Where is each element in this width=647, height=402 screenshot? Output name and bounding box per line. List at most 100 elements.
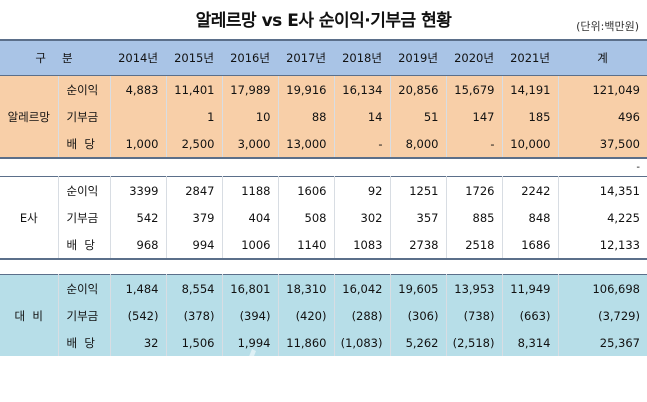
cell: (420) (278, 302, 335, 329)
cell: 1188 (222, 176, 279, 204)
cell: 10 (222, 103, 279, 130)
cell: 11,949 (502, 274, 559, 302)
table-row: 대 비 순이익 1,484 8,554 16,801 18,310 16,042… (0, 274, 647, 356)
cell: 2847 (166, 176, 223, 204)
row-label: 순이익 (58, 274, 111, 302)
cell: 542 (110, 204, 167, 231)
total-cell: 37,500 (558, 130, 647, 159)
cell: 185 (502, 103, 559, 130)
cell: 8,554 (166, 274, 223, 302)
cell: 14 (334, 103, 391, 130)
cell: 13,953 (446, 274, 503, 302)
cell: 17,989 (222, 75, 279, 103)
total-cell: 25,367 (558, 329, 647, 356)
cell: 1,000 (110, 130, 167, 159)
cell: (394) (222, 302, 279, 329)
cell: 994 (166, 231, 223, 260)
row-label: 배 당 (58, 329, 111, 356)
table-row: 배 당 32 1,506 1,994 11,860 (1,083) 5,262 … (0, 329, 647, 356)
cell: 848 (502, 204, 559, 231)
cell: 51 (390, 103, 447, 130)
cell: 16,134 (334, 75, 391, 103)
cell: 15,679 (446, 75, 503, 103)
total-cell: 496 (558, 103, 647, 130)
cell: 379 (166, 204, 223, 231)
table-row: 배 당 1,000 2,500 3,000 13,000 - 8,000 - 1… (0, 130, 647, 159)
cell: 11,401 (166, 75, 223, 103)
row-label: 배 당 (58, 231, 111, 260)
row-label: 순이익 (58, 75, 111, 103)
cell: 20,856 (390, 75, 447, 103)
cell: 357 (390, 204, 447, 231)
header-year: 2015년 (166, 39, 222, 76)
spacer-mark: - (558, 158, 647, 177)
cell: 32 (110, 329, 167, 356)
watermark-logo-icon (240, 349, 262, 379)
cell: 8,314 (502, 329, 559, 356)
cell: 8,000 (390, 130, 447, 159)
row-label: 기부금 (58, 204, 111, 231)
comparison-table: 구 분 2014년 2015년 2016년 2017년 2018년 2019년 … (0, 39, 647, 356)
unit-label: (단위:백만원) (576, 20, 639, 33)
cell: 885 (446, 204, 503, 231)
cell: 1083 (334, 231, 391, 260)
cell: 3399 (110, 176, 167, 204)
header-year: 2020년 (446, 39, 502, 76)
total-cell: 4,225 (558, 204, 647, 231)
cell: 1,484 (110, 274, 167, 302)
cell: 14,191 (502, 75, 559, 103)
cell: 1686 (502, 231, 559, 260)
cell: 10,000 (502, 130, 559, 159)
total-cell: 121,049 (558, 75, 647, 103)
cell: 13,000 (278, 130, 335, 159)
spacer-row (0, 259, 647, 275)
cell: 1140 (278, 231, 335, 260)
table-row: 기부금 1 10 88 14 51 147 185 496 (0, 103, 647, 130)
cell: (738) (446, 302, 503, 329)
total-cell: 14,351 (558, 176, 647, 204)
group-label-comparison: 대 비 (0, 274, 59, 356)
cell: 19,605 (390, 274, 447, 302)
cell: 404 (222, 204, 279, 231)
cell: 4,883 (110, 75, 167, 103)
cell: (288) (334, 302, 391, 329)
cell: 3,000 (222, 130, 279, 159)
cell: 508 (278, 204, 335, 231)
cell: 92 (334, 176, 391, 204)
header-total: 계 (558, 39, 647, 76)
cell: 88 (278, 103, 335, 130)
cell: 968 (110, 231, 167, 260)
cell: 16,042 (334, 274, 391, 302)
header-year: 2021년 (502, 39, 558, 76)
total-cell: 12,133 (558, 231, 647, 260)
cell: (306) (390, 302, 447, 329)
table-row: 알레르망 순이익 4,883 11,401 17,989 19,916 16,1… (0, 75, 647, 159)
cell: 2,500 (166, 130, 223, 159)
row-label: 순이익 (58, 176, 111, 204)
cell: 1606 (278, 176, 335, 204)
group-label-allerman: 알레르망 (0, 75, 59, 159)
table-row: 기부금 (542) (378) (394) (420) (288) (306) … (0, 302, 647, 329)
header-year: 2019년 (390, 39, 446, 76)
cell: 1251 (390, 176, 447, 204)
header-sub: 분 (58, 39, 110, 76)
cell: (378) (166, 302, 223, 329)
row-label: 기부금 (58, 103, 111, 130)
cell: (1,083) (334, 329, 391, 356)
cell: (2,518) (446, 329, 503, 356)
group-label-e-company: E사 (0, 176, 59, 260)
cell: 2242 (502, 176, 559, 204)
cell: - (334, 130, 391, 159)
header-year: 2018년 (334, 39, 390, 76)
cell: 5,262 (390, 329, 447, 356)
cell: 19,916 (278, 75, 335, 103)
cell: 1726 (446, 176, 503, 204)
cell: 2738 (390, 231, 447, 260)
total-cell: 106,698 (558, 274, 647, 302)
table-row: 배 당 968 994 1006 1140 1083 2738 2518 168… (0, 231, 647, 260)
cell: 302 (334, 204, 391, 231)
table-row: E사 순이익 3399 2847 1188 1606 92 1251 1726 … (0, 176, 647, 260)
header-group: 구 (0, 39, 58, 76)
header-year: 2017년 (278, 39, 334, 76)
page-title: 알레르망 vs E사 순이익·기부금 현황 (195, 11, 452, 31)
